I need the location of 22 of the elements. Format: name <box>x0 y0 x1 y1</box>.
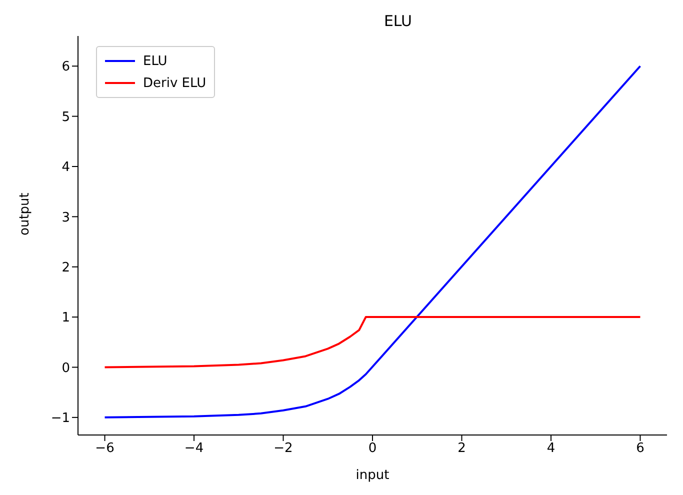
x-tick-label: 2 <box>458 441 466 456</box>
x-tick-label: 4 <box>546 441 556 456</box>
x-tick-label: −4 <box>184 441 204 456</box>
y-tick-label: 0 <box>62 360 70 376</box>
y-axis-title: output <box>18 192 33 236</box>
y-tick-label: 5 <box>62 110 70 125</box>
y-tick-label: −1 <box>50 411 70 426</box>
x-tick-label: 6 <box>636 441 644 456</box>
chart-title: ELU <box>384 12 412 30</box>
y-tick-label: 6 <box>62 60 70 75</box>
legend-label: Deriv ELU <box>143 76 206 90</box>
x-tick-label: 0 <box>368 441 377 456</box>
line-series <box>104 65 642 418</box>
legend-label: ELU <box>143 54 168 68</box>
y-tick-label: 3 <box>62 210 70 226</box>
x-tick-label: −2 <box>274 441 293 456</box>
x-axis-title: input <box>356 468 390 483</box>
y-tick-label: 1 <box>62 310 70 326</box>
y-tick-label: 4 <box>62 160 70 176</box>
x-tick-label: −6 <box>95 441 114 456</box>
line-series <box>104 316 642 368</box>
y-tick-label: 2 <box>62 260 70 276</box>
